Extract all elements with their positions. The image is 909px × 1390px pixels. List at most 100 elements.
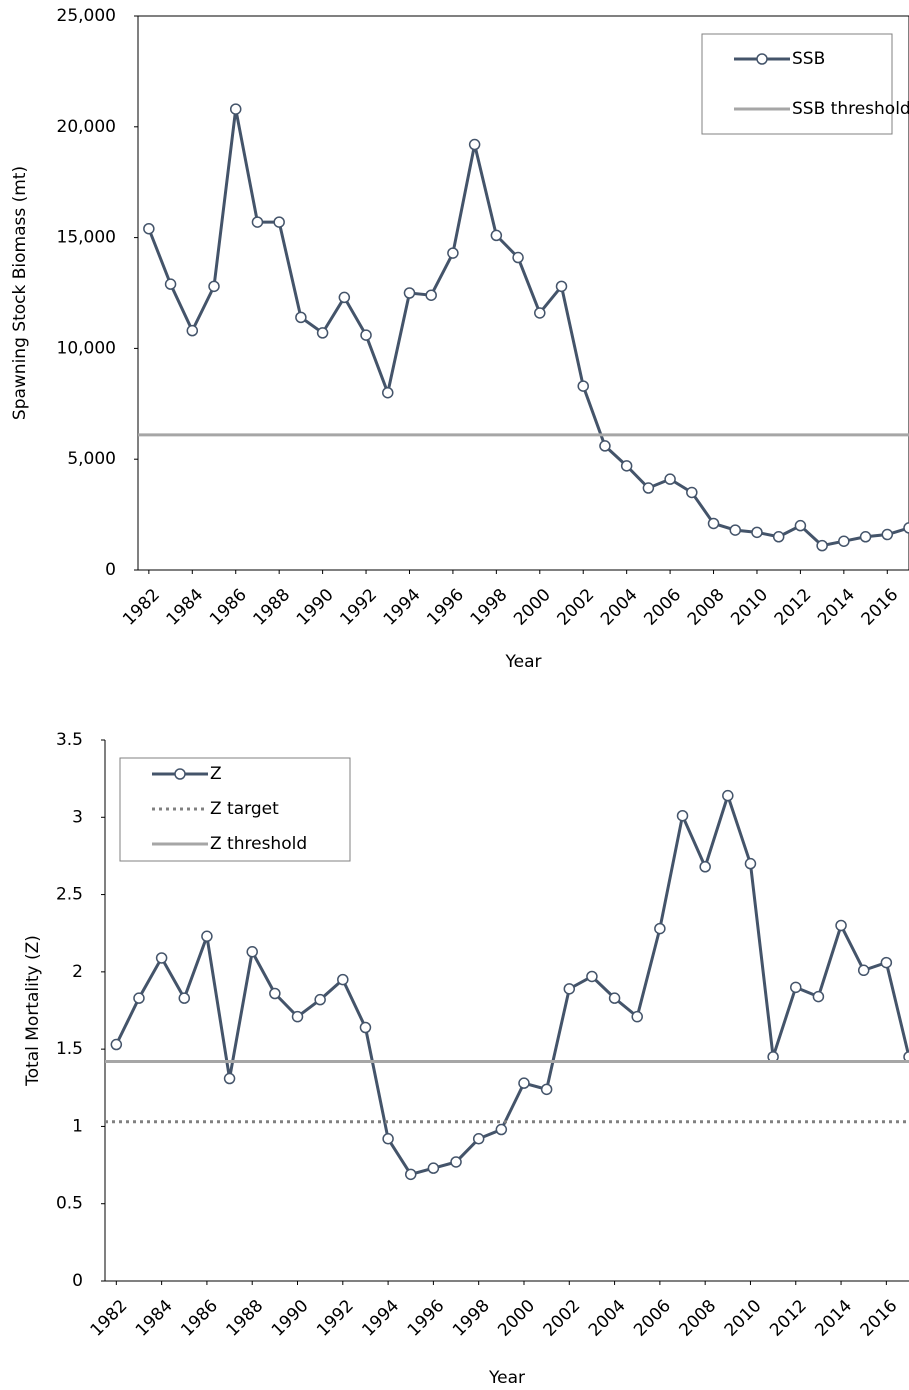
y-tick-label: 20,000 (57, 117, 116, 137)
x-tick-label: 2004 (585, 1296, 630, 1341)
data-point (812, 990, 825, 1003)
x-tick-label: 2008 (684, 585, 729, 630)
data-point (518, 1077, 530, 1089)
x-tick-label: 2014 (811, 1296, 856, 1341)
x-tick-label: 2010 (721, 1296, 766, 1341)
data-point (608, 992, 621, 1004)
data-point (722, 789, 734, 802)
data-point (273, 216, 285, 228)
data-point (246, 946, 258, 958)
data-point (495, 1123, 508, 1136)
y-tick-label: 3.5 (56, 730, 83, 750)
data-point (403, 287, 416, 299)
x-tick-label: 1996 (404, 1296, 449, 1341)
x-tick-label: 2002 (540, 1296, 585, 1341)
data-point (794, 519, 807, 532)
x-tick-label: 2016 (857, 1296, 902, 1341)
data-point (251, 216, 264, 228)
x-tick-label: 1988 (250, 585, 295, 630)
data-point (450, 1156, 462, 1168)
x-tick-label: 2014 (814, 585, 859, 630)
data-point (676, 809, 689, 822)
x-tick-label: 1990 (293, 585, 338, 630)
x-tick-label: 1992 (313, 1296, 358, 1341)
data-point (859, 531, 872, 543)
data-point (338, 291, 351, 304)
data-point (534, 307, 546, 319)
data-point (425, 289, 437, 301)
data-point (631, 1010, 643, 1023)
data-point (835, 919, 847, 932)
x-tick-label: 2012 (771, 585, 816, 630)
data-point (599, 440, 611, 452)
data-point (903, 522, 909, 534)
y-tick-label: 1 (72, 1116, 83, 1136)
x-tick-label: 2008 (676, 1296, 721, 1341)
data-point (155, 952, 168, 964)
x-axis-title: Year (488, 1368, 525, 1388)
data-point (577, 380, 589, 392)
y-tick-label: 3 (72, 807, 83, 827)
y-tick-label: 15,000 (57, 228, 116, 248)
data-point (269, 987, 281, 1000)
x-tick-label: 2000 (494, 1296, 539, 1341)
legend-label: SSB (792, 49, 825, 69)
data-point (208, 280, 220, 293)
x-tick-label: 2006 (630, 1296, 675, 1341)
data-point (881, 528, 894, 541)
data-point (186, 324, 199, 337)
data-point (382, 1133, 394, 1145)
plot-frame (137, 15, 909, 571)
data-point (772, 531, 785, 543)
x-tick-label: 2002 (554, 585, 599, 630)
legend-marker (174, 768, 186, 780)
data-point (751, 526, 763, 539)
x-tick-label: 2006 (640, 585, 685, 630)
y-tick-label: 25,000 (57, 6, 116, 26)
legend-box (701, 33, 893, 135)
data-point (707, 517, 720, 530)
data-point (337, 973, 349, 986)
data-point (699, 860, 711, 873)
x-tick-label: 2012 (766, 1296, 811, 1341)
x-tick-label: 2004 (597, 585, 642, 630)
data-point (620, 460, 633, 472)
data-point (816, 539, 828, 552)
data-point (133, 992, 145, 1004)
y-tick-label: 5,000 (67, 449, 116, 469)
x-tick-label: 1990 (268, 1296, 313, 1341)
x-tick-label: 1982 (119, 585, 164, 630)
data-point (178, 992, 191, 1004)
data-point (729, 524, 742, 536)
data-point (295, 311, 307, 324)
x-tick-label: 2000 (510, 585, 555, 630)
data-point (314, 993, 326, 1006)
data-point (143, 222, 155, 235)
data-point (563, 983, 576, 995)
y-tick-label: 2.5 (56, 885, 83, 905)
y-tick-label: 0 (105, 560, 116, 580)
y-tick-label: 1.5 (56, 1039, 83, 1059)
legend-marker (756, 53, 768, 65)
data-point (490, 229, 503, 242)
y-tick-label: 0 (72, 1271, 83, 1291)
legend-label: Z threshold (210, 834, 307, 854)
data-point (654, 922, 666, 935)
x-tick-label: 2010 (727, 585, 772, 630)
data-point (664, 473, 676, 485)
data-point (903, 1051, 909, 1063)
data-point (555, 280, 568, 293)
y-axis-title: Total Mortality (Z) (23, 935, 43, 1087)
data-point (164, 278, 177, 290)
data-point (427, 1162, 440, 1174)
x-tick-label: 1986 (206, 585, 251, 630)
x-tick-label: 1996 (423, 585, 468, 630)
data-point (586, 970, 598, 983)
data-point (447, 247, 459, 259)
x-tick-label: 1998 (449, 1296, 494, 1341)
data-point (468, 138, 481, 151)
data-point (201, 930, 213, 943)
x-tick-label: 1998 (467, 585, 512, 630)
data-point (360, 329, 372, 341)
